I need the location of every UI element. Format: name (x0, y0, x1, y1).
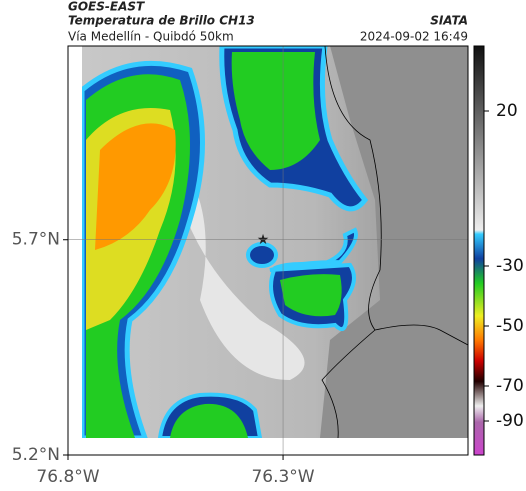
source: SIATA (430, 14, 468, 28)
colorbar-tick-label: 20 (496, 101, 518, 121)
colorbar (473, 45, 485, 456)
colorbar-tick-label: -70 (496, 376, 524, 396)
cloud-center (246, 227, 358, 332)
colorbar-tick-label: -90 (496, 411, 524, 431)
cloud-bottom (157, 392, 263, 438)
cloud-top (219, 46, 369, 212)
colorbar-tick-label: -30 (496, 256, 524, 276)
route: Vía Medellín - Quibdó 50km (68, 30, 234, 44)
y-tick-label: 5.2°N (12, 445, 60, 465)
map-frame (67, 45, 469, 456)
colorbar-tick-label: -50 (496, 316, 524, 336)
colorbar-ticks: 20 -30 -50 -70 -90 (484, 101, 524, 431)
x-tick-label: 76.3°W (251, 467, 314, 487)
location-marker: ★ (257, 232, 270, 248)
subtitle: Temperatura de Brillo CH13 (68, 14, 255, 28)
imagery (82, 46, 468, 438)
title: GOES-EAST (68, 0, 145, 14)
y-tick-label: 5.7°N (12, 230, 60, 250)
datetime: 2024-09-02 16:49 (360, 30, 468, 44)
x-tick-label: 76.8°W (36, 467, 99, 487)
cloud-left (82, 60, 205, 438)
